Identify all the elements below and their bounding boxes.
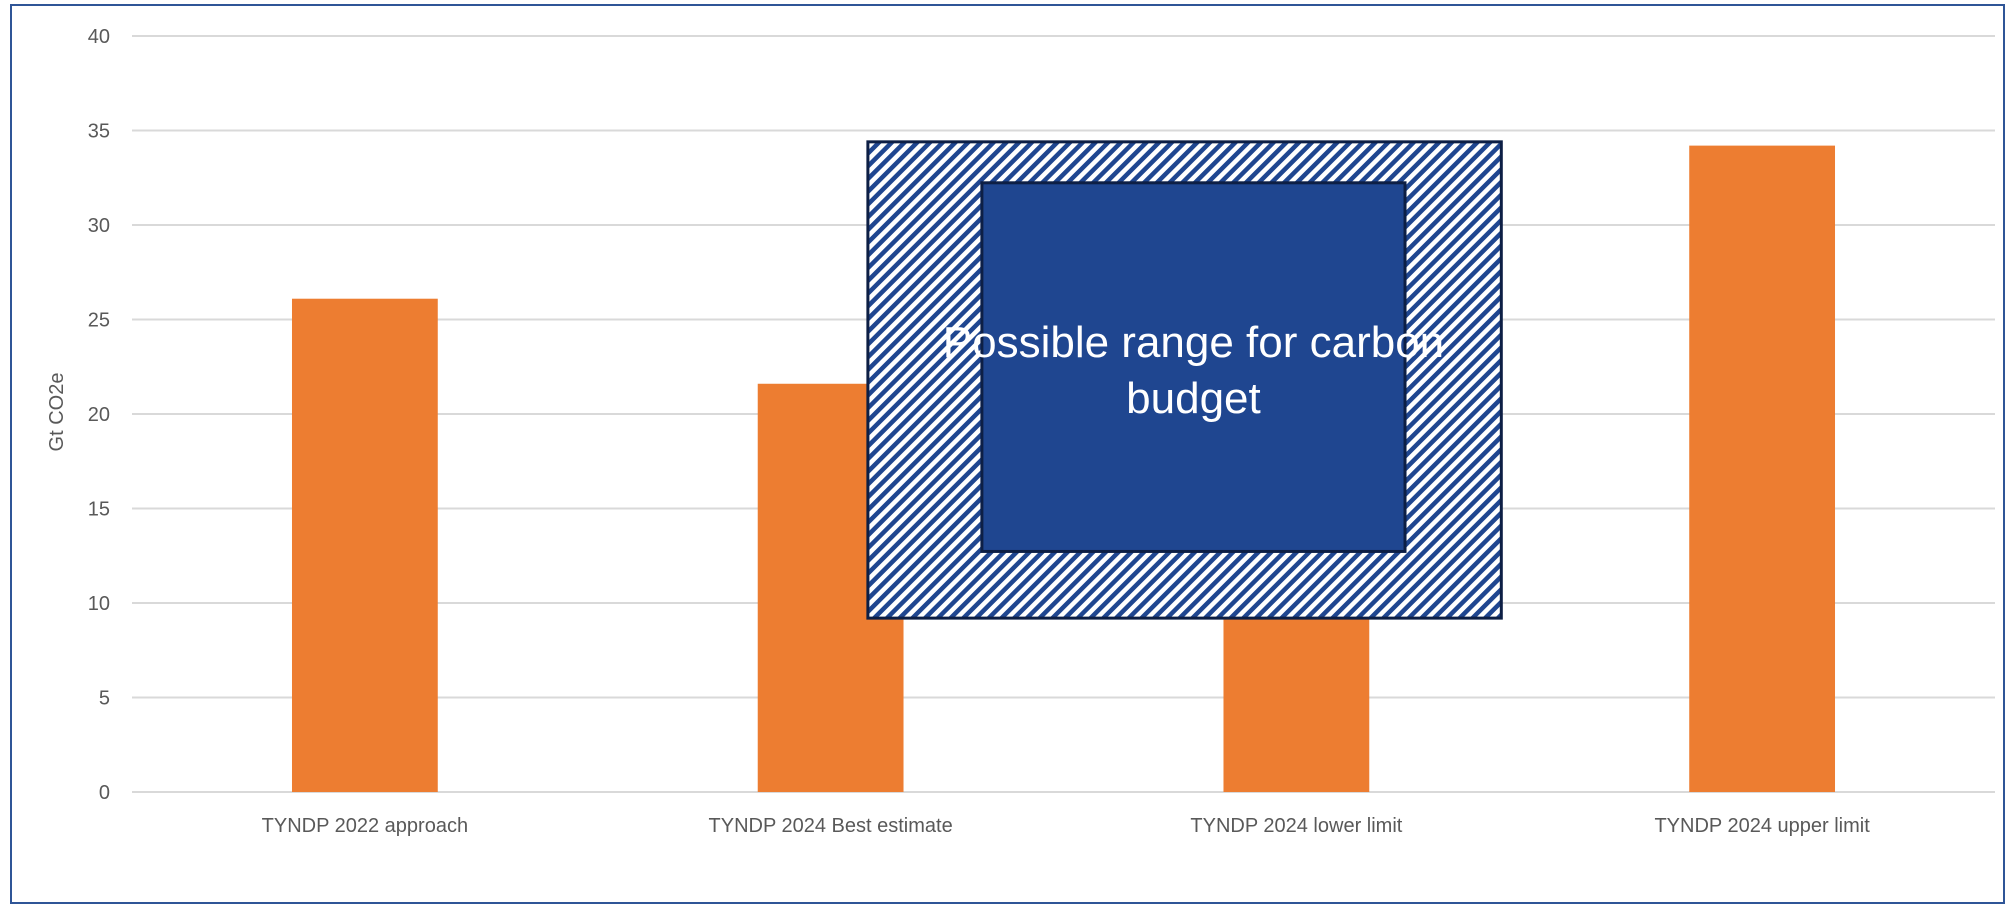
x-axis-ticks: TYNDP 2022 approach TYNDP 2024 Best estim… [262, 815, 1871, 837]
y-tick-label: 0 [99, 782, 110, 804]
x-tick-label: TYNDP 2024 upper limit [1654, 815, 1870, 837]
y-tick-label: 30 [88, 215, 110, 237]
y-tick-label: 10 [88, 593, 110, 615]
y-axis-ticks: 0 5 10 15 20 25 30 35 40 [88, 26, 110, 804]
carbon-budget-callout: Possible range for carbon budget [866, 140, 1503, 620]
bar [1689, 145, 1836, 792]
y-axis-label: Gt CO2e [46, 373, 68, 452]
bar [1223, 614, 1370, 792]
x-tick-label: TYNDP 2024 Best estimate [709, 815, 953, 837]
y-tick-label: 20 [88, 404, 110, 426]
bars [291, 145, 1836, 792]
y-tick-label: 40 [88, 26, 110, 48]
y-tick-label: 35 [88, 121, 110, 143]
x-tick-label: TYNDP 2022 approach [262, 815, 468, 837]
callout-text-line-1: Possible range for carbon [943, 318, 1444, 367]
callout-text-line-2: budget [1126, 374, 1261, 423]
callout-box [980, 181, 1407, 553]
y-tick-label: 15 [88, 499, 110, 521]
bar-chart: 0 5 10 15 20 25 30 35 40 Gt CO2e TYNDP 2022 appr… [46, 26, 1995, 837]
y-tick-label: 5 [99, 688, 110, 710]
y-tick-label: 25 [88, 310, 110, 332]
bar [291, 298, 438, 792]
x-tick-label: TYNDP 2024 lower limit [1190, 815, 1402, 837]
